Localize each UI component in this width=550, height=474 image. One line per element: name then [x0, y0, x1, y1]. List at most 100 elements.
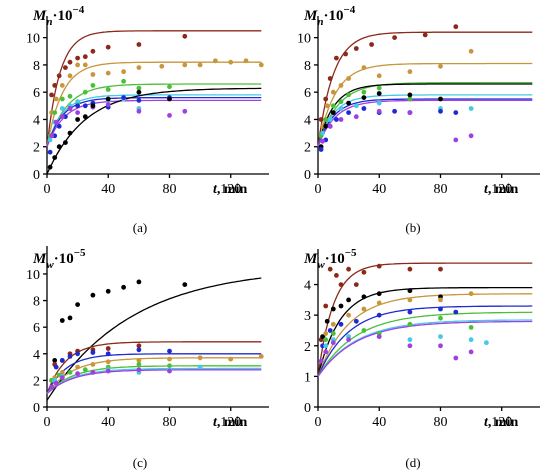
data-point-series-2 — [197, 62, 203, 68]
data-point-series-1 — [353, 46, 359, 51]
data-point-series-5 — [323, 337, 329, 343]
data-point-series-2 — [330, 89, 336, 95]
x-tick-label: 0 — [315, 415, 322, 430]
fit-curve-series-1 — [46, 30, 262, 147]
data-point-series-3 — [330, 103, 336, 109]
fit-curve-series-7 — [46, 369, 262, 395]
data-point-series-7 — [53, 380, 59, 386]
y-tick-label: 0 — [33, 168, 40, 183]
data-point-series-1 — [182, 33, 188, 39]
data-point-series-4 — [105, 359, 111, 365]
data-point-series-4 — [59, 370, 65, 375]
fit-curve-series-7 — [46, 87, 262, 175]
data-point-series-2 — [53, 96, 59, 102]
data-point-series-4 — [75, 99, 80, 105]
fit-curve-series-3 — [317, 81, 533, 147]
data-point-series-3 — [468, 291, 474, 297]
data-point-series-1 — [346, 266, 351, 272]
data-point-series-7 — [438, 343, 443, 349]
data-point-series-7 — [330, 340, 336, 346]
x-tick-label: 40 — [372, 182, 386, 197]
data-point-series-6 — [438, 108, 443, 114]
data-point-series-1 — [323, 303, 329, 309]
fit-curve-series-5 — [46, 96, 262, 147]
data-point-series-5 — [338, 106, 344, 111]
data-point-series-4 — [438, 306, 443, 312]
data-point-series-4 — [197, 355, 203, 361]
data-point-series-2 — [121, 69, 126, 75]
data-point-series-3 — [323, 117, 329, 122]
data-point-series-4 — [330, 110, 336, 115]
fit-curve-series-4 — [46, 94, 262, 147]
y-tick-label: 2 — [33, 141, 40, 156]
data-point-series-4 — [376, 312, 382, 318]
data-point-series-5 — [167, 363, 172, 369]
y-tick-label: 8 — [33, 295, 40, 310]
fit-curve-series-7 — [317, 99, 533, 147]
data-point-series-4 — [258, 354, 264, 359]
data-point-series-1 — [75, 302, 80, 307]
fit-curve-series-1 — [317, 31, 533, 147]
data-point-series-2 — [330, 306, 336, 312]
data-point-series-7 — [353, 114, 359, 120]
data-point-series-3 — [52, 110, 58, 115]
data-point-series-7 — [338, 117, 344, 122]
data-point-series-5 — [361, 328, 367, 333]
x-tick-label: 40 — [101, 182, 115, 197]
fit-curve-series-4 — [317, 83, 533, 147]
data-point-series-6 — [197, 364, 203, 370]
data-point-series-3 — [105, 87, 111, 92]
fit-curve-series-5 — [317, 94, 533, 147]
data-point-series-3 — [361, 306, 367, 312]
data-point-series-3 — [330, 321, 336, 327]
data-point-series-7 — [105, 96, 111, 102]
data-point-series-6 — [75, 110, 80, 115]
data-point-series-3 — [82, 89, 88, 95]
data-point-series-7 — [75, 371, 80, 377]
data-point-series-5 — [468, 325, 474, 330]
data-point-series-2 — [376, 291, 382, 297]
panel-caption: (b) — [405, 220, 420, 235]
data-point-series-5 — [82, 103, 88, 109]
data-point-series-6 — [453, 110, 459, 115]
data-point-series-3 — [167, 348, 172, 354]
data-point-series-1 — [334, 273, 339, 278]
data-point-series-4 — [323, 123, 329, 129]
x-axis-label: t, min — [213, 415, 247, 430]
data-point-series-2 — [468, 48, 474, 54]
data-point-series-3 — [59, 358, 65, 363]
data-point-series-7 — [49, 384, 54, 390]
data-point-series-1 — [327, 266, 333, 272]
data-point-series-2 — [338, 303, 344, 309]
data-point-series-6 — [484, 340, 489, 346]
data-point-series-3 — [346, 92, 351, 98]
fit-curve-series-6 — [317, 319, 533, 377]
y-tick-label: 2 — [304, 141, 311, 156]
data-point-series-2 — [75, 62, 80, 68]
data-point-series-5 — [330, 331, 336, 336]
data-point-series-4 — [438, 96, 443, 102]
data-point-series-5 — [136, 98, 142, 103]
data-point-series-4 — [228, 356, 234, 362]
data-point-series-4 — [75, 364, 80, 370]
data-point-series-3 — [67, 93, 73, 99]
fit-curve-series-6 — [46, 99, 262, 147]
x-axis-label: t, min — [484, 182, 518, 197]
fit-curve-series-4 — [317, 305, 533, 377]
data-point-series-2 — [324, 318, 330, 324]
y-tick-label: 2 — [304, 340, 311, 355]
data-point-series-6 — [136, 108, 142, 114]
data-point-series-2 — [243, 58, 249, 64]
panel-b: 0 2 4 6 8 10 0 40 80 120 Mn·10−4 t, min (b) — [297, 4, 540, 235]
data-point-series-2 — [320, 334, 325, 339]
data-point-series-6 — [318, 147, 324, 152]
x-tick-label: 0 — [315, 182, 322, 197]
fit-curve-series-7 — [317, 320, 533, 377]
data-point-series-3 — [53, 364, 59, 370]
data-point-series-7 — [52, 155, 58, 161]
data-point-series-2 — [182, 62, 188, 68]
fit-curve-series-5 — [317, 311, 533, 377]
data-point-series-7 — [320, 138, 325, 144]
data-point-series-6 — [323, 343, 329, 349]
data-point-series-7 — [407, 110, 413, 115]
